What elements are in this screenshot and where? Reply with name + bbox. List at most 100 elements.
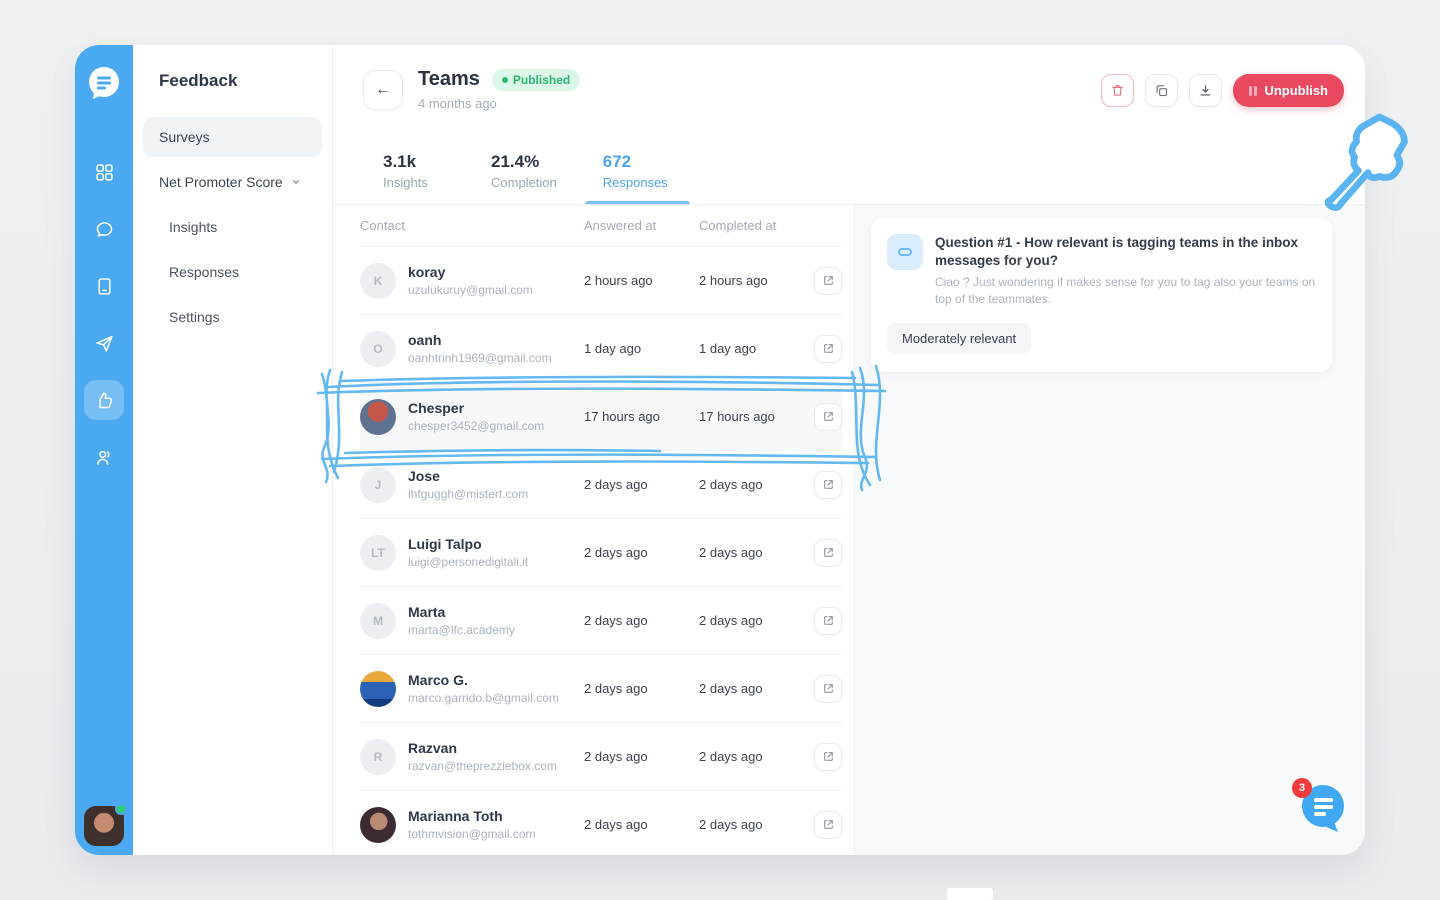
contact-email: oanhtrinh1969@gmail.com	[408, 351, 552, 365]
contact-name: Razvan	[408, 740, 458, 756]
completed-at: 1 day ago	[699, 341, 757, 356]
table-row[interactable]: R Razvan razvan@theprezziebox.com 2 days…	[360, 723, 842, 791]
answered-at: 2 days ago	[584, 749, 648, 764]
contact-email: marta@lfc.academy	[408, 623, 515, 637]
completed-at: 2 days ago	[699, 681, 763, 696]
tab-insights[interactable]: 3.1k Insights	[383, 152, 428, 190]
question-card: Question #1 - How relevant is tagging te…	[871, 218, 1332, 373]
avatar: J	[360, 466, 396, 503]
answered-at: 2 hours ago	[584, 273, 653, 288]
contact-name: Jose	[408, 468, 440, 484]
contact-name: Luigi Talpo	[408, 536, 482, 552]
live-chat-icon[interactable]	[84, 209, 124, 249]
contact-email: uzulukuruy@gmail.com	[408, 283, 533, 297]
table-row[interactable]: O oanh oanhtrinh1969@gmail.com 1 day ago…	[360, 315, 842, 383]
bottom-bar	[947, 888, 993, 900]
customerly-logo-icon[interactable]	[86, 65, 122, 101]
avatar	[360, 670, 396, 707]
nav-item-insights[interactable]: Insights	[169, 219, 218, 235]
contact-email: marco.garrido.b@gmail.com	[408, 691, 559, 705]
chat-bubble-icon	[1302, 785, 1344, 832]
table-row-selected[interactable]: Chesper chesper3452@gmail.com 17 hours a…	[360, 383, 842, 451]
table-row[interactable]: J Jose lhfguggh@mistert.com 2 days ago 2…	[360, 451, 842, 519]
response-detail-panel: Question #1 - How relevant is tagging te…	[855, 205, 1365, 855]
contact-email: tothmvision@gmail.com	[408, 827, 536, 841]
answered-at: 1 day ago	[584, 341, 642, 356]
knowledge-base-icon[interactable]	[84, 266, 124, 306]
open-response-button[interactable]	[814, 538, 842, 567]
completed-at: 2 days ago	[699, 749, 763, 764]
table-row[interactable]: LT Luigi Talpo luigi@personedigitali.it …	[360, 519, 842, 587]
main-area: ← Teams Published 4 months ago	[333, 45, 1365, 855]
table-row[interactable]: K koray uzulukuruy@gmail.com 2 hours ago…	[360, 247, 842, 315]
open-response-button[interactable]	[814, 402, 842, 431]
tab-responses[interactable]: 672 Responses	[584, 152, 690, 204]
contact-email: chesper3452@gmail.com	[408, 419, 545, 433]
nav-item-settings[interactable]: Settings	[169, 309, 220, 325]
online-status-dot	[115, 803, 127, 815]
avatar: K	[360, 262, 396, 299]
contacts-people-icon[interactable]	[84, 437, 124, 477]
survey-title: Teams	[418, 68, 480, 90]
open-response-button[interactable]	[814, 470, 842, 499]
contact-name: Chesper	[408, 400, 465, 416]
contact-email: razvan@theprezziebox.com	[408, 759, 557, 773]
question-description: Ciao ? Just wondering if makes sense for…	[935, 275, 1316, 307]
chat-launcher-button[interactable]: 3	[1292, 778, 1350, 834]
chevron-down-icon	[291, 177, 301, 187]
survey-header: ← Teams Published 4 months ago	[333, 45, 1365, 205]
campaigns-send-icon[interactable]	[84, 323, 124, 363]
app-window: Feedback Surveys Net Promoter Score Insi…	[75, 45, 1365, 855]
feedback-thumb-icon[interactable]	[84, 380, 124, 420]
avatar: M	[360, 602, 396, 639]
table-row[interactable]: M Marta marta@lfc.academy 2 days ago 2 d…	[360, 587, 842, 655]
completed-at: 2 hours ago	[699, 273, 768, 288]
nav-item-net-promoter-score[interactable]: Net Promoter Score	[143, 162, 322, 202]
avatar: R	[360, 738, 396, 775]
completed-at: 2 days ago	[699, 817, 763, 832]
question-type-icon	[887, 234, 923, 270]
completed-at: 2 days ago	[699, 545, 763, 560]
answered-at: 17 hours ago	[584, 409, 660, 424]
open-response-button[interactable]	[814, 266, 842, 295]
col-contact: Contact	[360, 218, 405, 233]
contact-name: koray	[408, 264, 446, 280]
tab-completion[interactable]: 21.4% Completion	[491, 152, 557, 190]
user-avatar[interactable]	[84, 803, 127, 846]
unread-count-badge: 3	[1292, 778, 1312, 798]
col-completed-at: Completed at	[699, 218, 777, 233]
avatar	[360, 398, 396, 435]
answered-at: 2 days ago	[584, 545, 648, 560]
contact-email: lhfguggh@mistert.com	[408, 487, 529, 501]
contact-name: Marianna Toth	[408, 808, 503, 824]
answered-at: 2 days ago	[584, 817, 648, 832]
unpublish-button[interactable]: Unpublish	[1233, 74, 1344, 107]
dashboard-grid-icon[interactable]	[84, 152, 124, 192]
open-response-button[interactable]	[814, 810, 842, 839]
col-answered-at: Answered at	[584, 218, 657, 233]
contact-name: Marco G.	[408, 672, 468, 688]
duplicate-button[interactable]	[1145, 74, 1179, 107]
completed-at: 2 days ago	[699, 477, 763, 492]
answer-value: Moderately relevant	[887, 323, 1032, 355]
table-row[interactable]: Marco G. marco.garrido.b@gmail.com 2 day…	[360, 655, 842, 723]
table-row[interactable]: Marianna Toth tothmvision@gmail.com 2 da…	[360, 791, 842, 855]
completed-at: 17 hours ago	[699, 409, 775, 424]
published-badge: Published	[491, 68, 581, 91]
open-response-button[interactable]	[814, 742, 842, 771]
answered-at: 2 days ago	[584, 613, 648, 628]
back-button[interactable]: ←	[363, 70, 403, 110]
icon-sidebar	[75, 45, 133, 855]
open-response-button[interactable]	[814, 334, 842, 363]
open-response-button[interactable]	[814, 674, 842, 703]
download-button[interactable]	[1189, 74, 1223, 107]
contact-name: oanh	[408, 332, 442, 348]
answered-at: 2 days ago	[584, 681, 648, 696]
delete-button[interactable]	[1101, 74, 1135, 107]
open-response-button[interactable]	[814, 606, 842, 635]
table-header: Contact Answered at Completed at	[360, 205, 842, 247]
contact-name: Marta	[408, 604, 446, 620]
avatar	[360, 806, 396, 843]
nav-item-surveys[interactable]: Surveys	[143, 117, 322, 157]
nav-item-responses[interactable]: Responses	[169, 264, 240, 280]
